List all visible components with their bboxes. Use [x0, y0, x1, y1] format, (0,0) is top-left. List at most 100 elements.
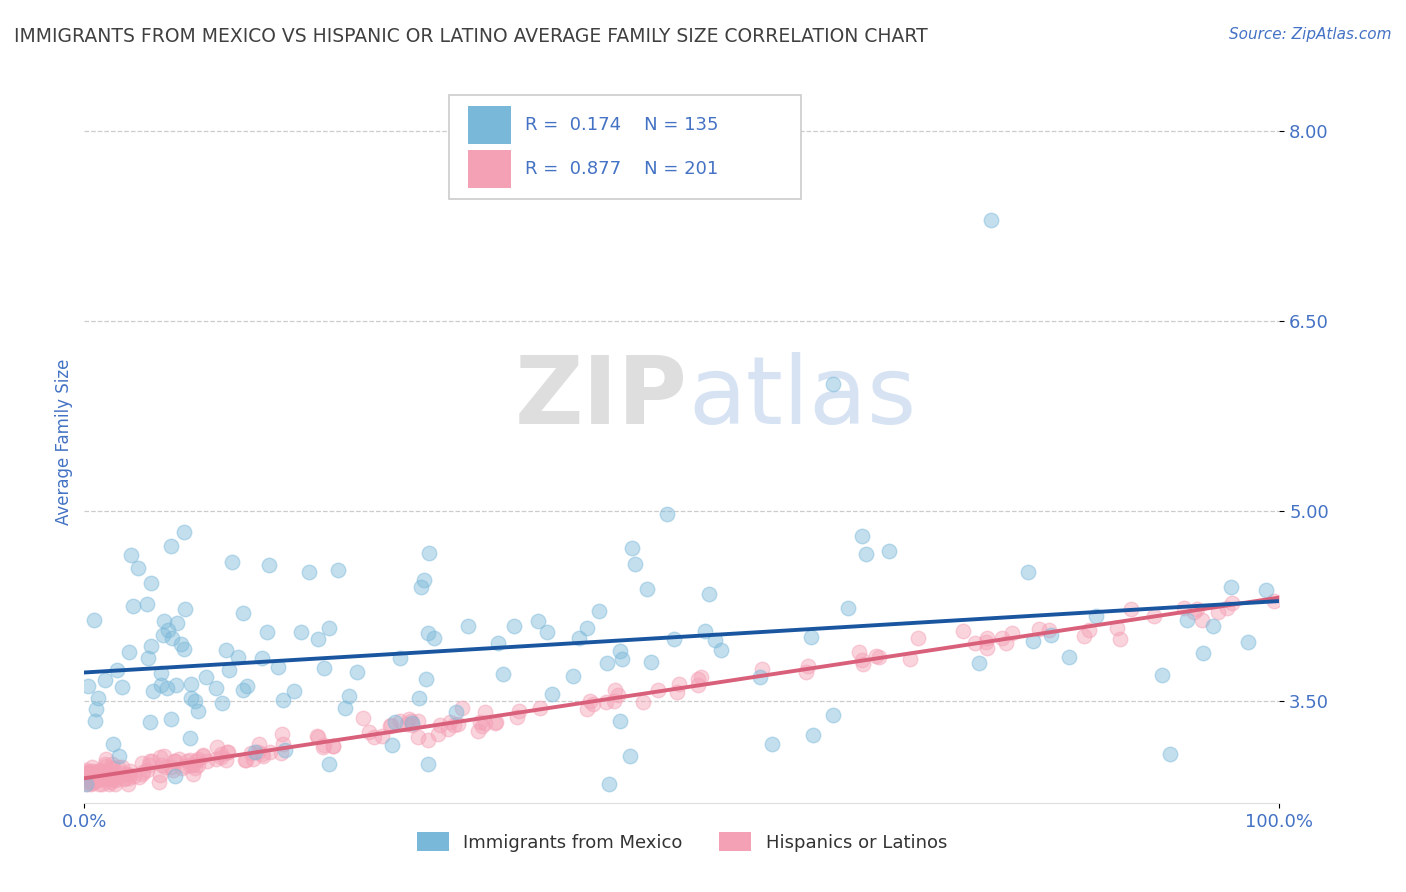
- Point: [84, 774, 107, 789]
- Point: [98, 774, 121, 789]
- Point: [426, 727, 449, 741]
- Point: [252, 747, 274, 761]
- Point: [142, 684, 165, 698]
- Point: [156, 681, 179, 695]
- Point: [94, 771, 117, 785]
- Point: [388, 714, 411, 728]
- Point: [976, 631, 998, 645]
- Point: [117, 777, 139, 791]
- Point: [141, 639, 163, 653]
- Point: [128, 770, 150, 784]
- Point: [250, 651, 273, 665]
- Point: [127, 560, 149, 574]
- Point: [363, 730, 385, 744]
- Point: [603, 683, 626, 698]
- Point: [339, 690, 361, 704]
- Point: [688, 678, 710, 692]
- Point: [581, 697, 603, 711]
- Point: [418, 626, 440, 640]
- Point: [89, 763, 111, 777]
- Point: [413, 574, 436, 588]
- Point: [503, 618, 526, 632]
- Point: [401, 718, 423, 732]
- Point: [100, 769, 122, 783]
- Point: [165, 678, 187, 692]
- Point: [187, 758, 209, 772]
- Point: [273, 693, 295, 707]
- Point: [122, 599, 145, 614]
- Point: [93, 772, 115, 786]
- Point: [1152, 668, 1174, 682]
- Point: [111, 760, 134, 774]
- Text: R =  0.877    N = 201: R = 0.877 N = 201: [526, 161, 718, 178]
- Point: [86, 773, 108, 788]
- Point: [87, 766, 110, 780]
- Point: [852, 657, 875, 671]
- Legend: Immigrants from Mexico, Hispanics or Latinos: Immigrants from Mexico, Hispanics or Lat…: [409, 825, 955, 859]
- Point: [139, 754, 162, 768]
- Point: [837, 601, 859, 615]
- Point: [1185, 602, 1208, 616]
- Point: [271, 727, 294, 741]
- Point: [526, 614, 548, 628]
- Point: [631, 695, 654, 709]
- Point: [131, 756, 153, 770]
- Point: [80, 766, 103, 780]
- Text: ZIP: ZIP: [515, 352, 688, 444]
- Point: [97, 772, 120, 787]
- Point: [467, 723, 489, 738]
- Point: [76, 767, 98, 781]
- Point: [484, 715, 506, 730]
- Point: [148, 775, 170, 789]
- Point: [761, 737, 783, 751]
- Point: [529, 701, 551, 715]
- Point: [666, 684, 689, 698]
- Point: [595, 695, 617, 709]
- Point: [401, 716, 423, 731]
- Point: [976, 640, 998, 655]
- Point: [335, 701, 357, 715]
- Point: [180, 677, 202, 691]
- Point: [211, 696, 233, 710]
- Point: [474, 715, 496, 730]
- Point: [163, 754, 186, 768]
- Point: [751, 662, 773, 676]
- Point: [318, 757, 340, 772]
- Point: [193, 748, 215, 763]
- Point: [159, 539, 181, 553]
- Point: [173, 525, 195, 540]
- Point: [821, 377, 844, 392]
- Point: [163, 768, 186, 782]
- Point: [620, 541, 643, 556]
- Point: [1039, 628, 1062, 642]
- Point: [77, 680, 100, 694]
- Point: [568, 631, 591, 645]
- Point: [855, 547, 877, 561]
- Point: [89, 769, 111, 783]
- Point: [443, 718, 465, 732]
- Point: [318, 621, 340, 635]
- Point: [86, 772, 108, 786]
- Point: [690, 670, 713, 684]
- Point: [170, 637, 193, 651]
- Point: [160, 713, 183, 727]
- Point: [163, 754, 186, 768]
- Point: [1202, 619, 1225, 633]
- Point: [305, 730, 328, 744]
- Point: [184, 761, 207, 775]
- Point: [388, 650, 411, 665]
- Point: [418, 733, 440, 747]
- Point: [1237, 634, 1260, 648]
- Point: [664, 632, 686, 647]
- Point: [76, 766, 98, 780]
- Point: [576, 702, 599, 716]
- Point: [75, 777, 97, 791]
- Point: [588, 604, 610, 618]
- Text: R =  0.174    N = 135: R = 0.174 N = 135: [526, 116, 718, 134]
- Point: [1219, 580, 1241, 594]
- Point: [149, 678, 172, 692]
- Point: [609, 714, 631, 729]
- Point: [322, 739, 344, 753]
- Point: [298, 566, 321, 580]
- Point: [169, 752, 191, 766]
